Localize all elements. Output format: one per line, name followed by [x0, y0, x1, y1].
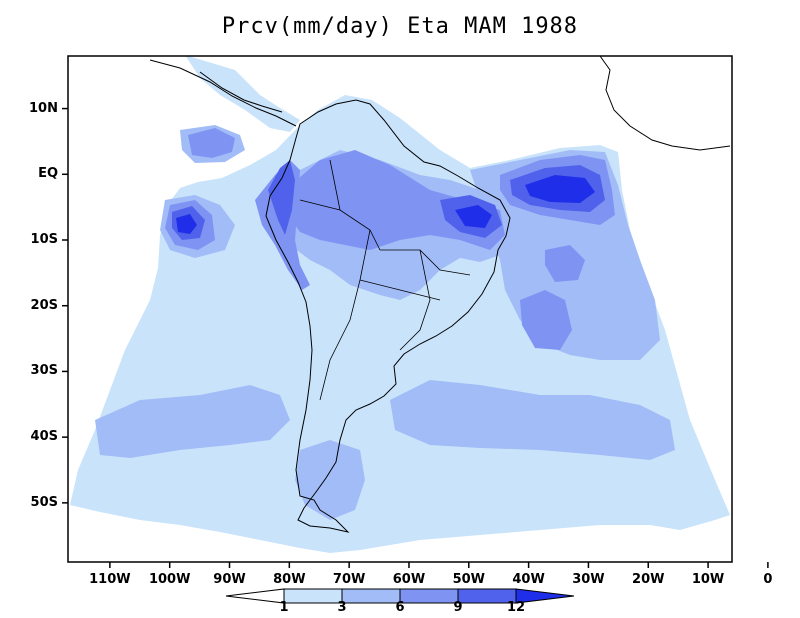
lon-label: 60W: [392, 572, 426, 587]
shaded-field: [70, 56, 730, 553]
lon-label: 40W: [512, 572, 545, 587]
colorbar-level-label: 3: [337, 600, 347, 615]
colorbar: [225, 588, 575, 604]
precip-level-3-region: [545, 245, 585, 282]
lon-label: 110W: [89, 572, 131, 587]
lat-label: 10S: [30, 232, 58, 247]
lon-label: 50W: [452, 572, 485, 587]
precip-level-5-region: [455, 205, 492, 228]
precip-level-5-region: [176, 214, 197, 234]
map-title: Prcv(mm/day) Eta MAM 1988: [221, 14, 579, 39]
lat-label: 20S: [30, 297, 58, 313]
precip-level-4-region: [268, 160, 295, 235]
precip-level-2-region: [390, 380, 675, 460]
lon-label: 20W: [632, 572, 665, 587]
colorbar-level-label: 12: [506, 600, 526, 615]
precip-level-5-region: [525, 175, 595, 203]
lat-label: 10N: [29, 100, 58, 116]
lon-label: 70W: [332, 572, 366, 587]
central-america-coastline: [149, 59, 297, 127]
lon-label: 80W: [273, 572, 306, 587]
africa-coastline: [599, 55, 731, 151]
lon-label: 0: [763, 572, 773, 587]
lat-label: 30S: [30, 363, 58, 379]
country-borders: [299, 159, 471, 401]
lat-label: EQ: [38, 166, 58, 182]
precip-level-3-region: [188, 128, 235, 158]
lon-label: 30W: [572, 572, 605, 587]
precip-level-2-region: [95, 385, 290, 458]
plot-frame: [67, 55, 733, 563]
colorbar-level-label: 1: [279, 600, 289, 615]
lon-label: 100W: [148, 572, 191, 587]
lon-label: 90W: [213, 572, 246, 587]
precip-level-3-region: [520, 290, 572, 350]
axis-ticks: [62, 107, 769, 568]
lat-label: 50S: [30, 494, 58, 510]
colorbar-level-label: 9: [453, 600, 463, 615]
precip-level-3-region: [285, 150, 505, 250]
lon-label: 10W: [691, 572, 725, 587]
precip-level-1-region: [185, 56, 300, 132]
south-america-coastline: [265, 99, 511, 533]
lat-label: 40S: [30, 429, 58, 445]
colorbar-swatch: [515, 588, 575, 604]
coastlines: [149, 55, 731, 533]
colorbar-level-label: 6: [395, 600, 405, 615]
